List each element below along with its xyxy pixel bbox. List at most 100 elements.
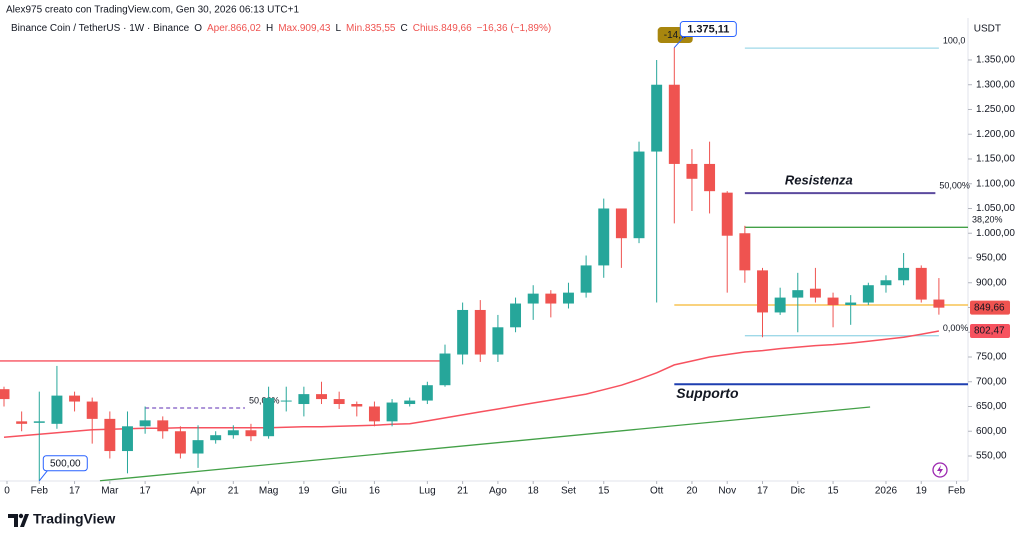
y-tick-label: 1.250,00 [976,104,1015,115]
candle-body [580,265,592,293]
candle-body [615,208,627,239]
candle-body [210,435,222,441]
x-tick-label: Nov [718,486,736,497]
author-line: Alex975 creato con TradingView.com, Gen … [6,5,299,16]
x-tick-label: Apr [190,486,206,497]
x-tick-label: 19 [298,486,310,497]
y-tick-label: 1.300,00 [976,79,1015,90]
x-tick-label: 15 [598,486,610,497]
candle-body [86,401,98,419]
candle-body [880,280,892,286]
y-tick-label: 1.100,00 [976,178,1015,189]
candle-body [545,293,557,304]
candle-body [33,421,45,423]
candle-body [51,395,63,424]
last-price-label: 849,66 [974,302,1005,313]
annotation-box [42,455,88,472]
x-tick-label: Feb [31,486,49,497]
candle-body [774,297,786,313]
candle-body [104,418,116,452]
level-label: 100,0 [943,35,966,45]
brand-name: TradingView [33,511,115,527]
ma-price-label: 802,47 [974,326,1005,337]
y-tick-label: 650,00 [976,401,1007,412]
y-tick-label: 1.350,00 [976,55,1015,66]
candle-body [351,404,363,407]
candle-body [757,270,768,313]
x-tick-label: 2026 [875,486,898,497]
candle-body [298,394,310,405]
x-tick-label: 18 [528,486,540,497]
candle-body [721,192,733,236]
candle-body [404,400,416,405]
y-tick-label: 1.200,00 [976,129,1015,140]
change: −16,36 (−1,89%) [477,23,552,34]
candle-body [827,297,839,306]
x-tick-label: Mag [259,486,278,497]
candle-body [368,406,380,422]
candle-body [598,208,610,266]
candle-body [668,84,680,164]
candle-body [792,290,804,298]
candle-body [862,285,874,303]
candle-body [686,163,698,179]
ohlc-value: Aper.866,02 [207,23,261,34]
series-legend: Binance Coin / TetherUS · 1W · Binance O A… [11,23,551,34]
annotation-pointer [38,470,48,482]
x-tick-label: 19 [916,486,928,497]
candle-body [704,163,716,192]
x-tick-label: 0 [4,486,10,497]
candle-body [157,420,169,432]
y-tick-label: 600,00 [976,426,1007,437]
x-tick-label: 20 [686,486,698,497]
x-tick-label: 17 [140,486,152,497]
alert-icon [932,462,948,478]
candle-body [492,327,504,355]
y-tick-label: 950,00 [976,253,1007,264]
annotation: 1.375,11 [673,21,737,48]
last-price-label-box [970,300,1010,315]
candle-body [439,353,451,386]
ohlc-value: Min.835,55 [346,23,396,34]
candle-body [651,84,663,152]
y-tick-label: 1.000,00 [976,228,1015,239]
candle-body [16,421,28,424]
candle-body [457,309,469,355]
annotation-text: 1.375,11 [687,23,729,35]
currency: USDT [974,24,1001,35]
candle-body [0,389,10,400]
x-tick-label: 15 [827,486,839,497]
candle-body [562,292,574,304]
annotation-pointer [673,36,685,48]
trendline [99,406,871,482]
candle-body [122,426,133,452]
level-note: Supporto [676,385,739,401]
candle-body [474,309,486,355]
ohlc-value: Chius.849,66 [413,23,472,34]
x-tick-label: Feb [948,486,966,497]
candle-body [933,299,945,308]
x-tick-label: Lug [419,486,436,497]
annotation-text: 500,00 [50,458,81,469]
y-tick-label: 1.150,00 [976,154,1015,165]
level-label: 38,20% [972,215,1003,225]
y-tick-label: 750,00 [976,352,1007,363]
candle-body [227,430,239,436]
x-tick-label: Ago [489,486,507,497]
title: Binance Coin / TetherUS · 1W · Binance [11,23,190,34]
ohlc-value: Max.909,43 [278,23,331,34]
x-tick-label: 21 [228,486,240,497]
y-tick-label: 700,00 [976,376,1007,387]
ma-price-label-box [970,324,1010,339]
y-tick-label: 1.050,00 [976,203,1015,214]
y-tick-label: 550,00 [976,451,1007,462]
candle-body [192,440,204,454]
x-tick-label: Ott [650,486,664,497]
candle-body [139,420,151,427]
x-tick-label: Giu [331,486,347,497]
x-tick-label: Mar [101,486,119,497]
ohlc-key: L [335,23,341,34]
candle-body [386,402,398,422]
annotation-text: -14,8 [664,30,687,41]
